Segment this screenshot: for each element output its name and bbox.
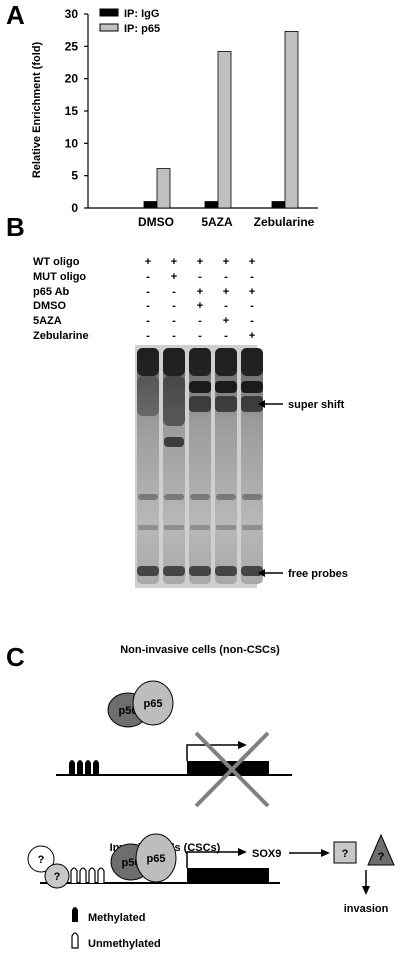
methylated-icon [72,907,78,922]
super-shift-label: super shift [288,399,345,411]
invasion-label: invasion [344,903,389,915]
bar-igg-dmso [143,201,158,209]
sox9-gene-box [187,868,269,883]
lane-sign: + [249,286,255,298]
legend-label-p65: IP: p65 [124,23,160,35]
lane-sign: - [224,300,228,312]
lane-sign: - [172,286,176,298]
p65-bottom [135,833,177,883]
panel-c-label: C [6,642,25,672]
methylated-label: Methylated [88,912,145,924]
y-tick-label: 25 [65,39,79,53]
bar-igg-5aza [204,201,219,209]
tss-arrow-top [186,744,240,761]
unmethyl-marks-bottom [70,867,105,883]
unmethylated-icon [71,932,79,949]
panel-b-label: B [6,212,25,242]
emsa-figure: WT oligo MUT oligo p65 Ab DMSO 5AZA Zebularin… [33,256,348,588]
x-categories: DMSO 5AZA Zebularine [138,215,315,229]
row-label: Zebularine [33,330,89,342]
top-title: Non-invasive cells (non-CSCs) [120,644,280,656]
lane-sign: + [223,256,229,268]
panel-a-label: A [6,0,25,30]
unknown-factor-2 [44,863,70,889]
bars [143,31,299,209]
lane-sign: + [171,271,177,283]
x-category-label: Zebularine [254,215,315,229]
lane-sign: - [198,315,202,327]
model-diagram: Non-invasive cells (non-CSCs) p50 p65 In… [27,644,395,950]
svg-text:p65: p65 [144,698,163,710]
lane-sign: - [198,330,202,342]
bar-chart: Relative Enrichment (fold) 051015202530 … [31,7,318,229]
lane-sign: + [249,330,255,342]
y-tick-label: 15 [65,104,79,118]
y-axis-label: Relative Enrichment (fold) [31,42,43,179]
lane-sign: - [146,286,150,298]
lane-sign: - [198,271,202,283]
y-tick-label: 5 [71,169,78,183]
lane-sign: + [197,256,203,268]
svg-text:p50: p50 [119,705,138,717]
y-tick-label: 10 [65,136,79,150]
bar-p65-dmso [156,168,171,209]
lane-sign: - [146,330,150,342]
lane-sign: + [197,286,203,298]
y-tick-label: 20 [65,72,79,86]
unknown-target-square [333,841,357,864]
unknown-target-triangle [367,833,395,866]
lane-signs: + - - - - - + + - - - - + - + + - - + - + - + - + - + - - + [145,256,255,342]
bar-igg-zebularine [271,201,286,209]
row-label: 5AZA [33,315,62,327]
lane-sign: - [172,315,176,327]
bar-p65-5aza [217,51,232,209]
lane-sign: + [223,315,229,327]
lane-sign: + [171,256,177,268]
lane-sign: - [172,330,176,342]
tss-arrow-bottom [186,851,240,868]
row-label: p65 Ab [33,286,70,298]
y-tick-label: 0 [71,201,78,215]
lane-sign: + [223,286,229,298]
row-label: DMSO [33,300,66,312]
lane-sign: - [250,300,254,312]
row-label: MUT oligo [33,271,86,283]
p65-top [132,680,174,726]
sox9-label: SOX9 [252,848,281,860]
svg-text:?: ? [38,854,45,866]
lane-sign: + [197,300,203,312]
svg-text:?: ? [378,851,385,863]
y-ticks: 0 5 10 15 20 25 30 [65,7,88,215]
x-category-label: DMSO [138,215,174,229]
free-probes-label: free probes [288,568,348,580]
lane-sign: - [250,271,254,283]
lane-sign: - [250,315,254,327]
legend-swatch-p65 [99,23,119,32]
bar-p65-zebularine [284,31,299,209]
lane-sign: + [249,256,255,268]
legend-swatch-igg [99,8,119,17]
lane-sign: - [146,300,150,312]
svg-text:?: ? [54,871,61,883]
lane-sign: - [224,330,228,342]
lane-sign: - [172,300,176,312]
lane-sign: - [224,271,228,283]
lane-sign: + [145,256,151,268]
svg-text:p65: p65 [147,853,166,865]
gel-lanes [137,348,263,584]
row-label: WT oligo [33,256,80,268]
legend-label-igg: IP: IgG [124,8,159,20]
unknown-factor-1 [27,845,55,873]
unmethylated-label: Unmethylated [88,938,161,950]
cross-2 [194,731,270,808]
x-category-label: 5AZA [201,215,233,229]
lane-sign: - [146,271,150,283]
y-tick-label: 30 [65,7,79,21]
methyl-marks-top [69,760,99,775]
svg-text:?: ? [342,848,349,860]
row-labels: WT oligo MUT oligo p65 Ab DMSO 5AZA Zebularin… [33,256,89,342]
lane-sign: - [146,315,150,327]
